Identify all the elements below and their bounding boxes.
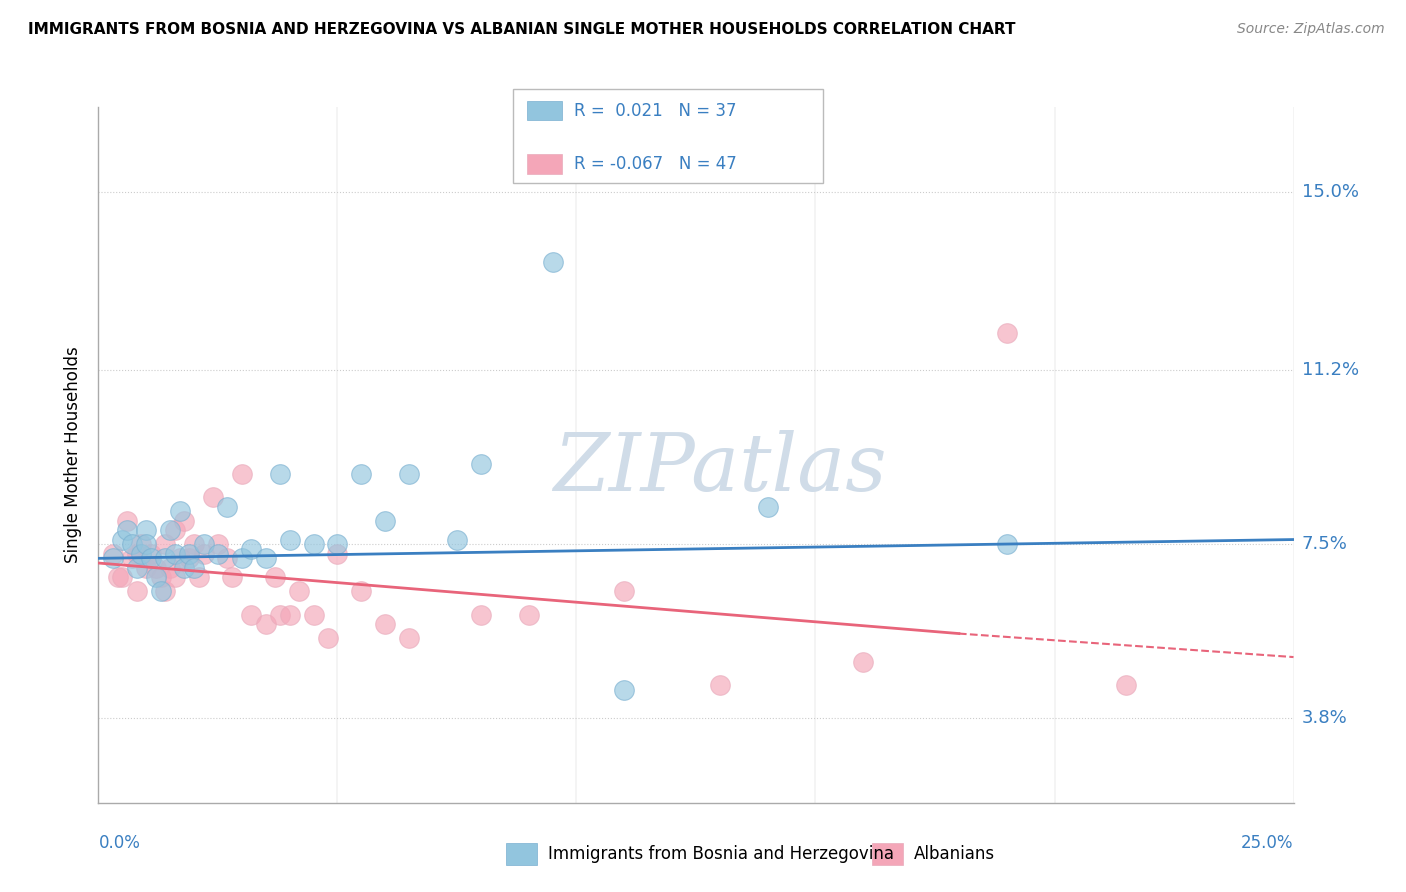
Text: R = -0.067   N = 47: R = -0.067 N = 47: [574, 155, 737, 173]
Point: [173, 514, 195, 528]
Point: [115, 514, 138, 528]
Point: [155, 551, 177, 566]
Point: [302, 607, 325, 622]
Text: 0.0%: 0.0%: [98, 834, 141, 852]
Point: [995, 537, 1018, 551]
Point: [121, 537, 143, 551]
Point: [135, 560, 157, 574]
Text: Albanians: Albanians: [914, 845, 995, 863]
Point: [326, 547, 349, 561]
Point: [139, 551, 162, 566]
Point: [149, 584, 172, 599]
Point: [159, 560, 181, 574]
Point: [374, 617, 396, 632]
Point: [288, 584, 311, 599]
Point: [517, 607, 540, 622]
Point: [139, 547, 162, 561]
Point: [125, 584, 148, 599]
Point: [350, 584, 373, 599]
Point: [254, 551, 277, 566]
Point: [163, 523, 186, 537]
Point: [470, 458, 492, 472]
Point: [756, 500, 779, 514]
Point: [240, 541, 263, 556]
Point: [207, 537, 229, 551]
Y-axis label: Single Mother Households: Single Mother Households: [65, 347, 83, 563]
Point: [852, 655, 875, 669]
Point: [269, 467, 291, 481]
Text: 3.8%: 3.8%: [1302, 709, 1347, 727]
Point: [163, 547, 186, 561]
Point: [179, 547, 201, 561]
Point: [470, 607, 492, 622]
Point: [316, 632, 339, 646]
Point: [231, 467, 253, 481]
Point: [398, 467, 420, 481]
Text: Immigrants from Bosnia and Herzegovina: Immigrants from Bosnia and Herzegovina: [548, 845, 894, 863]
Point: [709, 678, 731, 692]
Point: [135, 537, 157, 551]
Point: [149, 570, 172, 584]
Point: [155, 537, 177, 551]
Text: 11.2%: 11.2%: [1302, 361, 1360, 379]
Point: [107, 570, 129, 584]
Point: [159, 523, 181, 537]
Point: [183, 560, 205, 574]
Point: [302, 537, 325, 551]
Point: [193, 547, 215, 561]
Point: [125, 560, 148, 574]
Point: [240, 607, 263, 622]
Text: R =  0.021   N = 37: R = 0.021 N = 37: [574, 102, 737, 120]
Point: [155, 584, 177, 599]
Point: [131, 547, 153, 561]
Text: 25.0%: 25.0%: [1241, 834, 1294, 852]
Point: [145, 570, 167, 584]
Text: 15.0%: 15.0%: [1302, 183, 1358, 201]
Point: [278, 533, 301, 547]
Point: [350, 467, 373, 481]
Point: [231, 551, 253, 566]
Point: [613, 683, 636, 698]
Point: [111, 570, 134, 584]
Point: [613, 584, 636, 599]
Point: [115, 523, 138, 537]
Point: [193, 537, 215, 551]
Point: [221, 570, 243, 584]
Point: [269, 607, 291, 622]
Point: [169, 504, 191, 518]
Point: [187, 570, 209, 584]
Point: [398, 632, 420, 646]
Point: [254, 617, 277, 632]
Point: [183, 537, 205, 551]
Point: [202, 490, 225, 504]
Point: [217, 551, 239, 566]
Point: [101, 551, 124, 566]
Point: [207, 547, 229, 561]
Text: ZIPatlas: ZIPatlas: [553, 430, 887, 508]
Point: [163, 570, 186, 584]
Point: [278, 607, 301, 622]
Point: [125, 547, 148, 561]
Text: Source: ZipAtlas.com: Source: ZipAtlas.com: [1237, 22, 1385, 37]
Text: IMMIGRANTS FROM BOSNIA AND HERZEGOVINA VS ALBANIAN SINGLE MOTHER HOUSEHOLDS CORR: IMMIGRANTS FROM BOSNIA AND HERZEGOVINA V…: [28, 22, 1015, 37]
Point: [101, 547, 124, 561]
Point: [446, 533, 468, 547]
Point: [135, 523, 157, 537]
Point: [169, 551, 191, 566]
Point: [173, 560, 195, 574]
Point: [1115, 678, 1137, 692]
Point: [121, 551, 143, 566]
Point: [145, 560, 167, 574]
Point: [995, 326, 1018, 340]
Point: [131, 537, 153, 551]
Text: 7.5%: 7.5%: [1302, 535, 1348, 553]
Point: [217, 500, 239, 514]
Point: [111, 533, 134, 547]
Point: [374, 514, 396, 528]
Point: [264, 570, 287, 584]
Point: [179, 551, 201, 566]
Point: [326, 537, 349, 551]
Point: [541, 255, 564, 269]
